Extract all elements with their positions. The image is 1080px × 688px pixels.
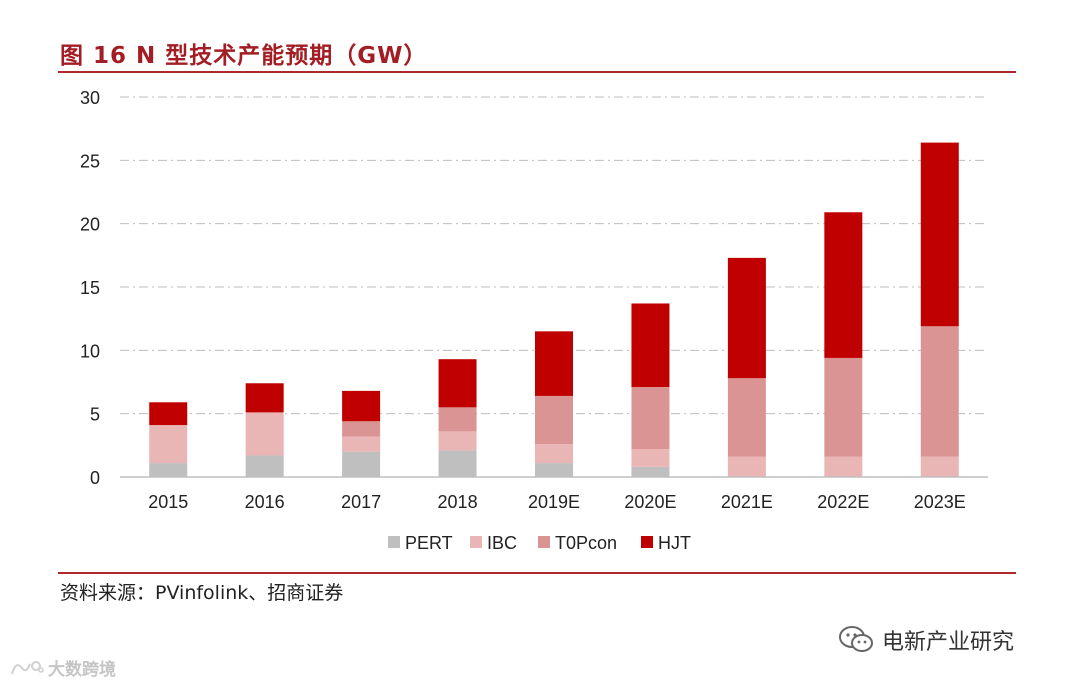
legend-label-hjt: HJT <box>658 533 691 553</box>
y-tick-label: 30 <box>80 88 100 108</box>
legend-swatch-ibc <box>470 536 482 548</box>
bar-topcon <box>438 407 477 432</box>
bar-pert <box>245 455 284 477</box>
watermark: 大数跨境 <box>10 655 116 680</box>
source-note: 资料来源：PVinfolink、招商证券 <box>60 582 344 604</box>
bar-pert <box>631 466 670 477</box>
bar-hjt <box>438 359 477 408</box>
bar-hjt <box>824 212 863 358</box>
x-tick-label: 2020E <box>624 492 676 512</box>
bar-topcon <box>824 357 863 457</box>
bar-ibc <box>727 456 766 477</box>
bar-pert <box>149 463 188 477</box>
bar-topcon <box>631 387 670 450</box>
bar-hjt <box>245 383 284 413</box>
x-tick-label: 2016 <box>245 492 285 512</box>
bar-ibc <box>920 456 959 477</box>
bar-hjt <box>727 257 766 379</box>
wechat-brand: 电新产业研究 <box>838 624 1014 656</box>
wechat-icon <box>839 626 873 652</box>
x-tick-label: 2023E <box>914 492 966 512</box>
x-tick-label: 2018 <box>438 492 478 512</box>
bar-ibc <box>535 444 573 464</box>
bar-ibc <box>245 412 284 456</box>
bar-pert <box>535 463 573 477</box>
title-divider <box>58 71 1016 73</box>
bar-topcon <box>727 378 766 457</box>
watermark-text: 大数跨境 <box>48 660 116 680</box>
bar-ibc <box>342 436 381 452</box>
y-tick-label: 5 <box>90 405 100 425</box>
wechat-account-name: 电新产业研究 <box>882 630 1015 655</box>
bar-hjt <box>631 303 670 388</box>
y-axis-ticks: 0 5 10 15 20 25 30 <box>80 88 100 488</box>
bar-ibc <box>824 456 863 477</box>
x-axis-ticks: 2015 2016 2017 2018 2019E 2020E 2021E 2022E 2023… <box>148 492 966 512</box>
y-tick-label: 15 <box>80 278 100 298</box>
legend-label-ibc: IBC <box>487 533 517 553</box>
bar-pert <box>342 451 381 477</box>
watermark-logo-icon <box>11 660 44 674</box>
bar-pert <box>438 450 477 477</box>
y-tick-label: 20 <box>80 215 100 235</box>
x-tick-label: 2017 <box>341 492 381 512</box>
x-tick-label: 2015 <box>148 492 188 512</box>
y-tick-label: 25 <box>80 151 100 171</box>
legend-label-topcon: T0Pcon <box>555 533 617 553</box>
legend-swatch-pert <box>388 536 400 548</box>
x-tick-label: 2022E <box>817 492 869 512</box>
legend: PERT IBC T0Pcon HJT <box>388 533 691 553</box>
legend-label-pert: PERT <box>405 533 453 553</box>
bar-topcon <box>920 326 959 457</box>
bar-topcon <box>342 421 381 437</box>
legend-swatch-hjt <box>641 536 653 548</box>
bar-hjt <box>149 402 188 426</box>
source-divider <box>58 572 1016 574</box>
figure-title: 图 16 N 型技术产能预期（GW） <box>60 43 428 69</box>
bar-ibc <box>631 449 670 467</box>
bar-hjt <box>342 390 381 422</box>
y-tick-label: 0 <box>90 468 100 488</box>
bars <box>149 142 959 477</box>
legend-swatch-topcon <box>538 536 550 548</box>
x-tick-label: 2021E <box>721 492 773 512</box>
bar-ibc <box>149 425 188 464</box>
bar-hjt <box>920 142 959 327</box>
bar-topcon <box>535 395 573 445</box>
bar-hjt <box>535 331 573 396</box>
x-tick-label: 2019E <box>528 492 580 512</box>
y-tick-label: 10 <box>80 341 100 361</box>
bar-ibc <box>438 431 477 451</box>
